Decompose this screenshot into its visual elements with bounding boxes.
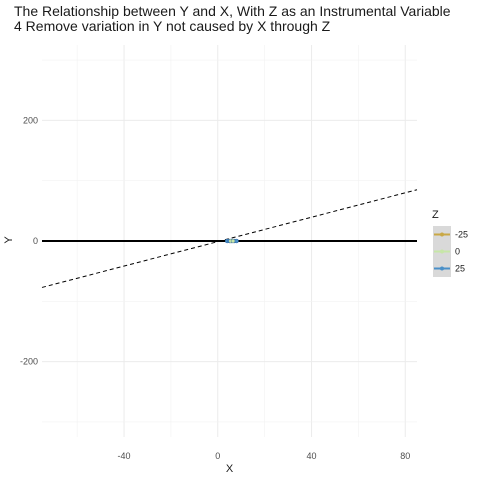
dashed-line	[41, 189, 418, 288]
legend-key-point	[440, 266, 444, 271]
legend-item: 25	[433, 260, 465, 277]
legend-label: -25	[455, 230, 468, 240]
x-axis-ticks: -40 0 40 80	[118, 451, 411, 461]
legend-label: 0	[455, 247, 460, 257]
y-tick-label: 0	[33, 236, 38, 246]
legend-label: 25	[455, 264, 465, 274]
fit-lines	[41, 189, 418, 288]
x-tick-label: 40	[307, 451, 317, 461]
data-point	[230, 238, 236, 244]
x-axis-label: X	[226, 463, 234, 475]
data-points	[224, 238, 239, 244]
legend-key-point	[440, 232, 444, 237]
y-tick-label: -200	[20, 357, 38, 367]
legend-item: -25	[433, 226, 468, 243]
legend-item: 0	[433, 243, 460, 260]
y-axis-label: Y	[3, 236, 15, 244]
y-axis-ticks: -200 0 200	[20, 115, 38, 366]
legend-key-point	[440, 249, 444, 254]
y-tick-label: 200	[23, 115, 38, 125]
chart-title: The Relationship between Y and X, With Z…	[14, 3, 451, 19]
chart-subtitle: 4 Remove variation in Y not caused by X …	[14, 18, 331, 34]
legend: Z -25 0 25	[432, 209, 468, 277]
x-tick-label: 0	[215, 451, 220, 461]
legend-title: Z	[432, 209, 439, 221]
x-tick-label: 80	[400, 451, 410, 461]
x-tick-label: -40	[118, 451, 131, 461]
